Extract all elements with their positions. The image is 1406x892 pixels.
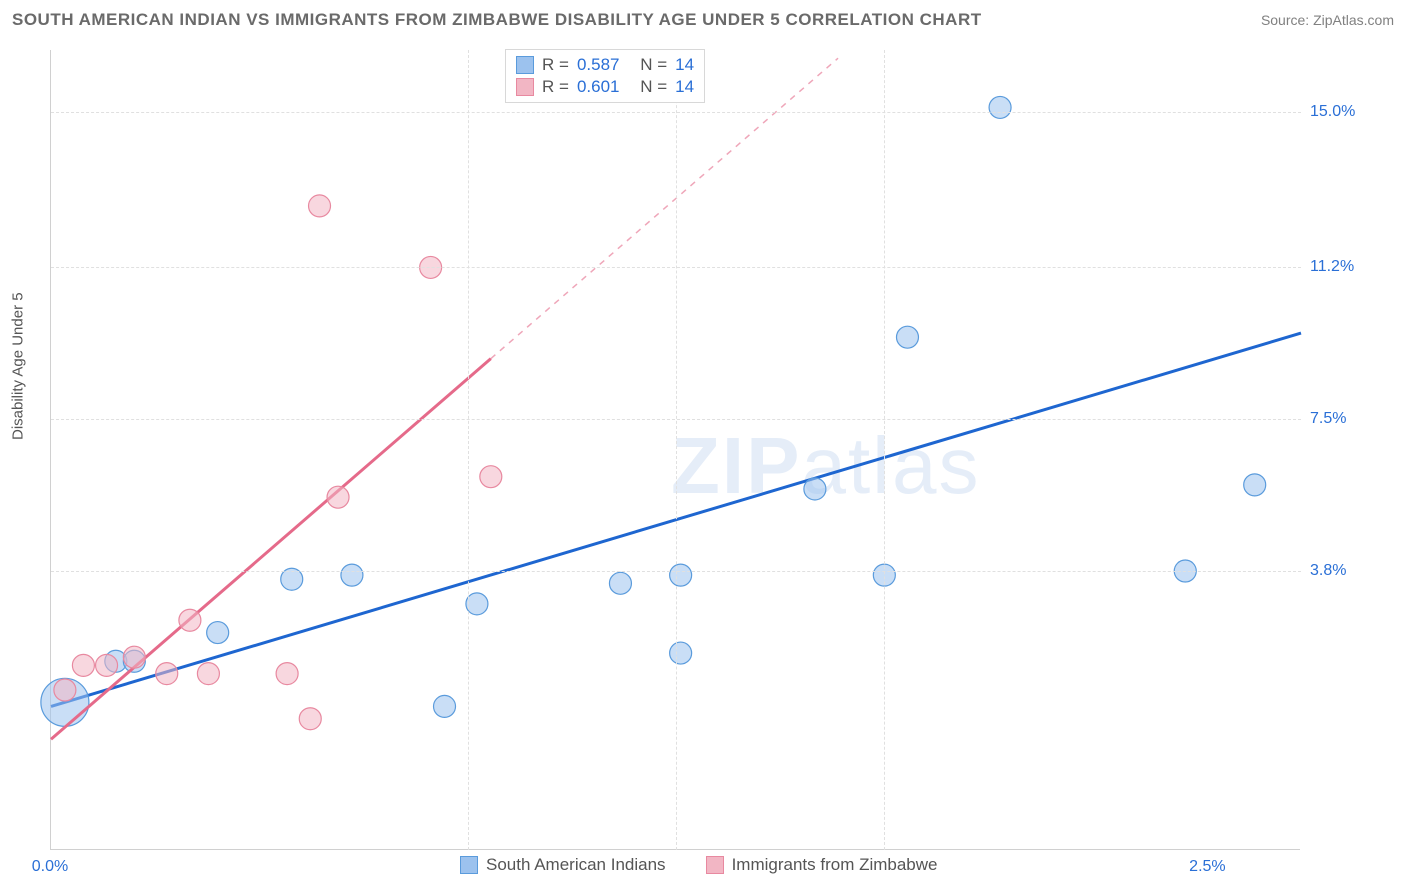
gridline-v xyxy=(884,50,885,850)
chart-source: Source: ZipAtlas.com xyxy=(1261,12,1394,28)
y-axis-label: Disability Age Under 5 xyxy=(10,292,27,440)
legend-label: South American Indians xyxy=(486,855,666,875)
r-value: 0.587 xyxy=(577,55,620,75)
legend-item-blue: South American Indians xyxy=(460,855,666,875)
r-label: R = xyxy=(542,77,569,97)
xtick-label: 2.5% xyxy=(1189,858,1225,876)
stats-box: R = 0.587 N = 14 R = 0.601 N = 14 xyxy=(505,49,705,103)
legend-item-pink: Immigrants from Zimbabwe xyxy=(706,855,938,875)
stats-row-pink: R = 0.601 N = 14 xyxy=(516,76,694,98)
stats-row-blue: R = 0.587 N = 14 xyxy=(516,54,694,76)
swatch-blue xyxy=(460,856,478,874)
legend: South American Indians Immigrants from Z… xyxy=(460,855,938,875)
swatch-pink xyxy=(516,78,534,96)
chart-header: SOUTH AMERICAN INDIAN VS IMMIGRANTS FROM… xyxy=(0,0,1406,40)
chart-title: SOUTH AMERICAN INDIAN VS IMMIGRANTS FROM… xyxy=(12,10,982,30)
ytick-label: 3.8% xyxy=(1310,562,1346,580)
ytick-label: 7.5% xyxy=(1310,410,1346,428)
n-value: 14 xyxy=(675,77,694,97)
n-value: 14 xyxy=(675,55,694,75)
xtick-label: 0.0% xyxy=(32,858,68,876)
swatch-pink xyxy=(706,856,724,874)
n-label: N = xyxy=(640,55,667,75)
plot-area: ZIPatlas xyxy=(50,50,1300,850)
ytick-label: 15.0% xyxy=(1310,103,1355,121)
r-value: 0.601 xyxy=(577,77,620,97)
gridline-v xyxy=(468,50,469,850)
gridline-v xyxy=(676,50,677,850)
swatch-blue xyxy=(516,56,534,74)
legend-label: Immigrants from Zimbabwe xyxy=(732,855,938,875)
ytick-label: 11.2% xyxy=(1310,258,1354,276)
r-label: R = xyxy=(542,55,569,75)
n-label: N = xyxy=(640,77,667,97)
